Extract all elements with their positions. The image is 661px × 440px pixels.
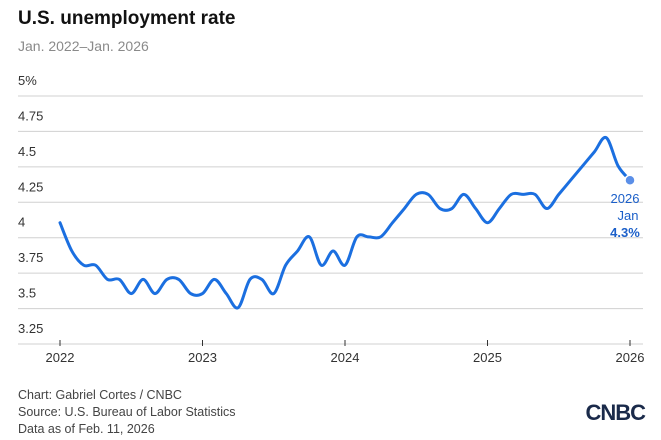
x-tick-label: 2025: [473, 350, 502, 365]
chart-credit: Chart: Gabriel Cortes / CNBC: [18, 388, 182, 402]
y-tick-label: 4.75: [18, 108, 43, 123]
y-tick-label: 4: [18, 215, 25, 230]
x-tick-label: 2026: [616, 350, 645, 365]
y-tick-label: 3.75: [18, 250, 43, 265]
y-tick-label: 5%: [18, 73, 37, 88]
cnbc-logo: CNBC: [585, 400, 646, 425]
unemployment-series-line: [58, 135, 632, 310]
x-tick-label: 2023: [188, 350, 217, 365]
chart-subtitle: Jan. 2022–Jan. 2026: [18, 38, 149, 54]
annotation-value: 4.3%: [610, 225, 640, 240]
data-date: Data as of Feb. 11, 2026: [18, 422, 155, 436]
annotation-year: 2026: [611, 191, 640, 206]
data-source: Source: U.S. Bureau of Labor Statistics: [18, 405, 236, 419]
latest-data-point: [624, 174, 636, 186]
y-tick-label: 4.25: [18, 179, 43, 194]
y-tick-label: 4.5: [18, 144, 36, 159]
x-tick-label: 2024: [331, 350, 360, 365]
annotation-month: Jan: [618, 208, 639, 223]
chart-title: U.S. unemployment rate: [18, 8, 236, 29]
x-tick-label: 2022: [46, 350, 75, 365]
y-tick-label: 3.25: [18, 321, 43, 336]
y-tick-label: 3.5: [18, 286, 36, 301]
